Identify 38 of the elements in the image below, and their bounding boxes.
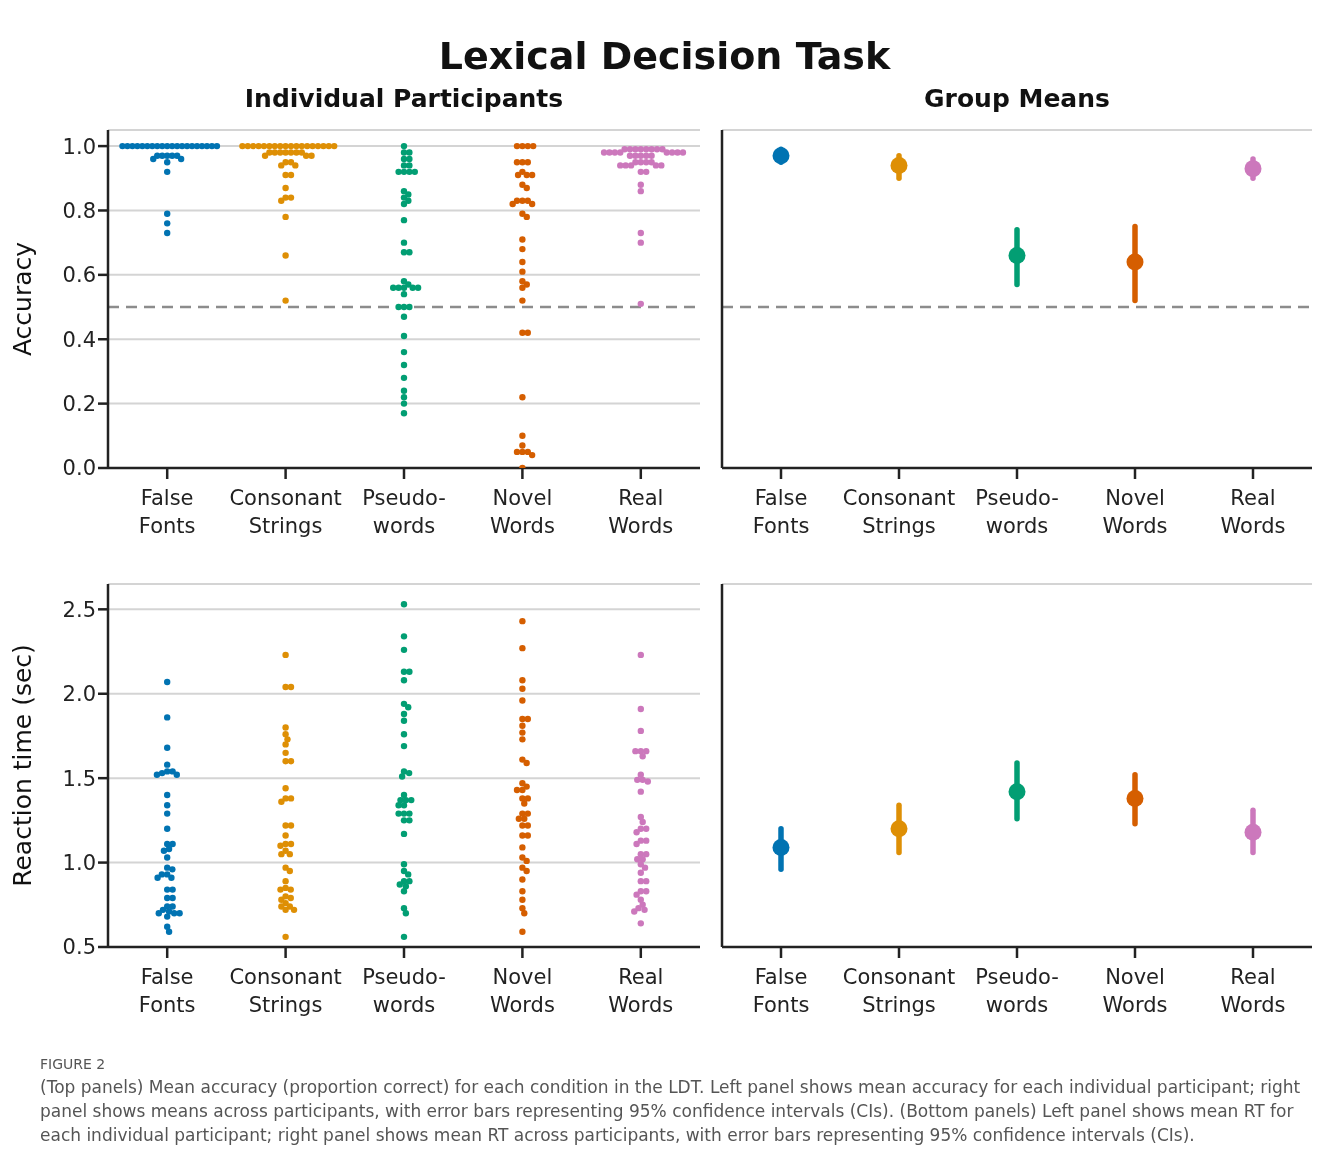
y-tick-label: 0.2 <box>62 392 96 417</box>
x-tick-label: Real Words <box>608 486 674 538</box>
text: (Top panels) Mean accuracy (proportion correct) for each condition in the LDT. Left panel shows mean accuracy for each individual participant; right panel shows means across participants, with error bars representing 95% confidence intervals (CIs). (Bottom panels) Left panel shows mean RT for each individual participant; right panel shows mean RT across participants, with error bars representing 95% confidence intervals (CIs). <box>40 1076 1302 1147</box>
x-tick-label: Real Words <box>608 965 674 1017</box>
x-tick-label: Consonant Strings <box>229 486 342 538</box>
chart-title: Lexical Decision Task <box>437 33 892 80</box>
x-tick-label: Consonant Strings <box>842 965 956 1017</box>
x-tick-label: False Fonts <box>138 965 196 1017</box>
caption: FIGURE 2 <box>40 1055 107 1074</box>
y-tick-label: 1.0 <box>62 134 96 159</box>
x-tick-label: Novel Words <box>1102 965 1168 1017</box>
y-tick-label: 0.5 <box>62 935 96 960</box>
y-tick-label: 0.8 <box>62 198 96 223</box>
x-tick-label: False Fonts <box>138 486 196 538</box>
x-tick-label: Novel Words <box>489 965 555 1017</box>
y-tick-label: 2.5 <box>62 597 96 622</box>
y-axis-title: Reaction time (sec) <box>7 644 37 887</box>
chart-title: Group Means <box>923 84 1111 115</box>
x-tick-label: Pseudo-words <box>975 965 1059 1017</box>
x-tick-label: Consonant Strings <box>842 486 956 538</box>
x-tick-label: Novel Words <box>1102 486 1168 538</box>
y-tick-label: 1.0 <box>62 851 96 876</box>
x-tick-label: Pseudo-words <box>975 486 1059 538</box>
y-axis-title: Accuracy <box>7 241 37 357</box>
x-tick-label: Real Words <box>1220 965 1286 1017</box>
y-tick-label: 0.4 <box>62 327 96 352</box>
x-tick-label: False Fonts <box>752 965 810 1017</box>
y-tick-label: 0.0 <box>62 456 96 481</box>
y-tick-label: 0.6 <box>62 263 96 288</box>
x-tick-label: False Fonts <box>752 486 810 538</box>
x-tick-label: Pseudo-words <box>362 486 446 538</box>
y-tick-label: 1.5 <box>62 766 96 791</box>
x-tick-label: Novel Words <box>489 486 555 538</box>
x-tick-label: Pseudo-words <box>362 965 446 1017</box>
chart-subtitle: Individual Participants <box>243 84 565 115</box>
x-tick-label: Real Words <box>1220 486 1286 538</box>
y-tick-label: 2.0 <box>62 682 96 707</box>
x-tick-label: Consonant Strings <box>229 965 342 1017</box>
